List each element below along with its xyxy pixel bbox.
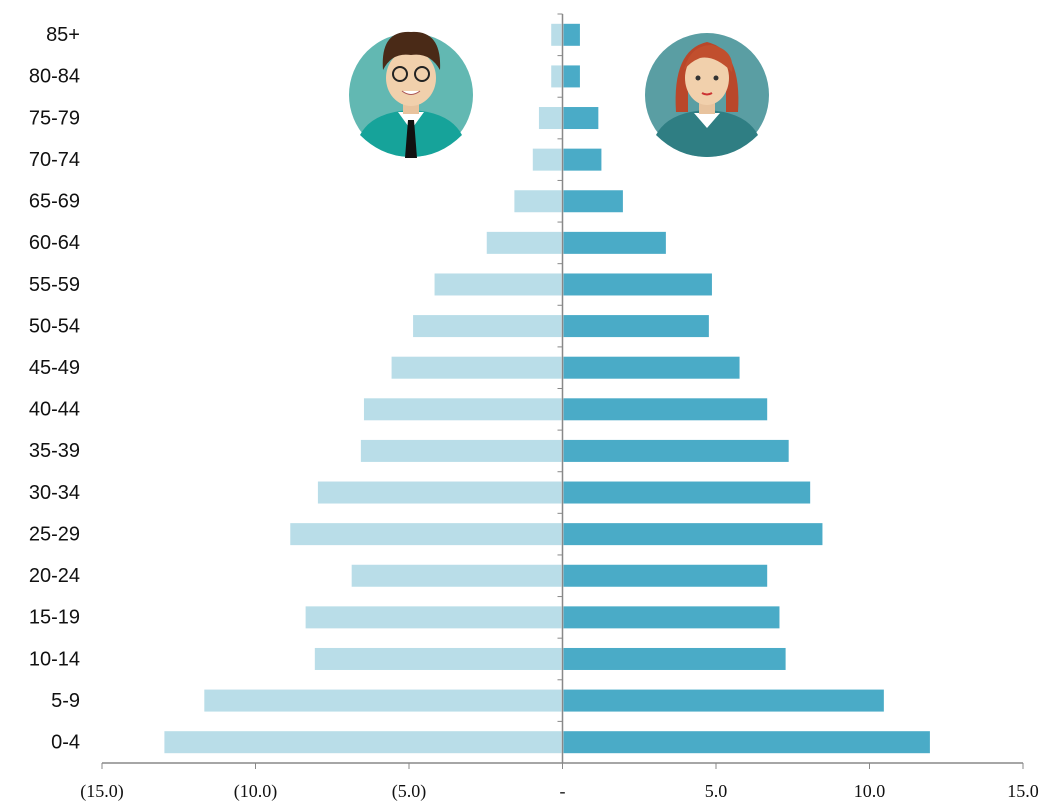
bar <box>563 189 624 213</box>
bar <box>563 106 600 130</box>
y-tick-label: 0-4 <box>51 731 80 753</box>
y-tick-label: 70-74 <box>29 149 80 171</box>
bar <box>351 564 563 588</box>
bar <box>563 730 931 754</box>
bar <box>360 439 563 463</box>
bar <box>538 106 563 130</box>
bar <box>391 356 563 380</box>
male-avatar <box>349 32 473 158</box>
y-tick-label: 55-59 <box>29 274 80 296</box>
bar <box>305 605 563 629</box>
bar <box>563 481 812 505</box>
bar <box>203 689 562 713</box>
y-tick-label: 10-14 <box>29 648 80 670</box>
bars <box>163 23 931 754</box>
x-tick-label: 15.0 <box>1007 781 1039 801</box>
bar <box>563 23 581 47</box>
bar <box>314 647 563 671</box>
y-tick-label: 45-49 <box>29 357 80 379</box>
bar <box>563 564 769 588</box>
x-tick-label: - <box>560 781 566 801</box>
bar <box>532 148 563 172</box>
x-tick-label: (15.0) <box>80 781 124 802</box>
bar <box>563 231 667 255</box>
y-tick-label: 65-69 <box>29 191 80 213</box>
y-tick-label: 85+ <box>46 24 80 46</box>
bar <box>563 522 824 546</box>
bar <box>513 189 562 213</box>
bar <box>563 148 603 172</box>
bar <box>563 689 885 713</box>
y-tick-label: 25-29 <box>29 523 80 545</box>
chart: 0-4 5-9 10-14 15-19 20-24 25-29 30-34 35-39 40-4… <box>0 0 1049 808</box>
bar <box>563 605 781 629</box>
x-tick-label: (5.0) <box>392 781 427 802</box>
bar <box>563 272 713 296</box>
bar <box>563 647 787 671</box>
y-tick-label: 75-79 <box>29 107 80 129</box>
bar <box>412 314 562 338</box>
y-tick-label: 15-19 <box>29 607 80 629</box>
bar <box>563 314 710 338</box>
bar <box>563 439 790 463</box>
bar <box>289 522 562 546</box>
bar <box>363 397 563 421</box>
y-tick-label: 80-84 <box>29 66 80 88</box>
bar <box>486 231 563 255</box>
y-tick-label: 5-9 <box>51 690 80 712</box>
y-tick-label: 30-34 <box>29 482 80 504</box>
bar <box>434 272 563 296</box>
bar <box>317 481 563 505</box>
female-avatar <box>645 33 769 157</box>
bar <box>563 356 741 380</box>
y-tick-label: 35-39 <box>29 440 80 462</box>
bar <box>550 23 562 47</box>
bar <box>563 64 581 88</box>
y-tick-label: 40-44 <box>29 399 80 421</box>
x-tick-label: 5.0 <box>705 781 728 801</box>
y-tick-label: 60-64 <box>29 232 80 254</box>
bar <box>550 64 562 88</box>
y-tick-label: 50-54 <box>29 315 80 337</box>
y-tick-label: 20-24 <box>29 565 80 587</box>
x-tick-label: (10.0) <box>234 781 278 802</box>
x-tick-label: 10.0 <box>854 781 886 801</box>
bar <box>163 730 562 754</box>
bar <box>563 397 769 421</box>
